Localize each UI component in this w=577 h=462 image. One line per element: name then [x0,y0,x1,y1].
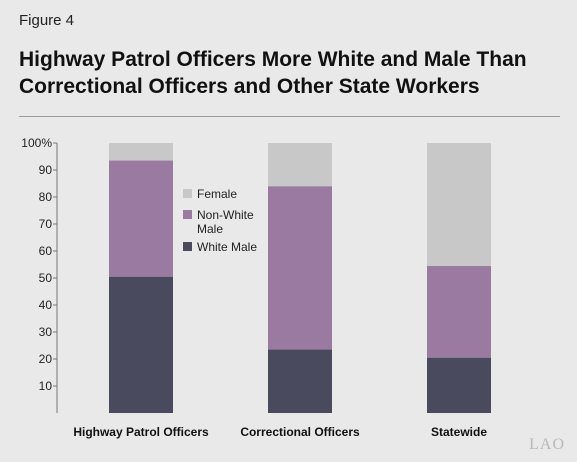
y-tick-label: 40 [39,298,53,312]
y-tick-label: 70 [39,217,53,231]
legend-swatch [183,189,192,198]
category-label: Highway Patrol Officers [73,425,209,439]
bar-segment-female [427,143,491,266]
bar-segment-female [109,143,173,161]
bar-segment-white-male [109,276,173,413]
bar-segment-non-white-male [427,265,491,358]
category-labels: Highway Patrol Officers Correctional Offi… [73,425,487,439]
legend-label: White Male [197,240,257,254]
legend-label-line-2: Male [197,222,223,236]
y-tick-label: 60 [39,244,53,258]
y-tick-label: 50 [39,271,53,285]
y-tick-label: 90 [39,163,53,177]
chart-title-line-1: Highway Patrol Officers More White and M… [19,48,527,71]
bar-segment-non-white-male [109,160,173,277]
chart-title-line-2: Correctional Officers and Other State Wo… [19,75,480,98]
bar-segment-white-male [427,357,491,413]
bar-segment-white-male [268,349,332,413]
bar-segment-non-white-male [268,186,332,350]
category-label: Correctional Officers [240,425,360,439]
y-tick-label: 30 [39,325,53,339]
y-tick-label: 100% [21,136,52,150]
figure-label: Figure 4 [19,12,75,29]
y-axis-ticks: 10 20 30 40 50 60 70 80 90 100% [21,136,57,393]
y-tick-label: 80 [39,190,53,204]
y-tick-label: 10 [39,379,53,393]
bar-segment-female [268,143,332,187]
legend-swatch [183,242,192,251]
bars [109,143,491,413]
chart-title: Highway Patrol Officers More White and M… [19,46,564,100]
category-label: Statewide [431,425,487,439]
legend-label: Non-White [197,208,254,222]
title-divider [19,116,560,117]
y-tick-label: 20 [39,352,53,366]
lao-logo-watermark: LAO [529,436,565,453]
legend-swatch [183,210,192,219]
legend-label: Female [197,187,237,201]
